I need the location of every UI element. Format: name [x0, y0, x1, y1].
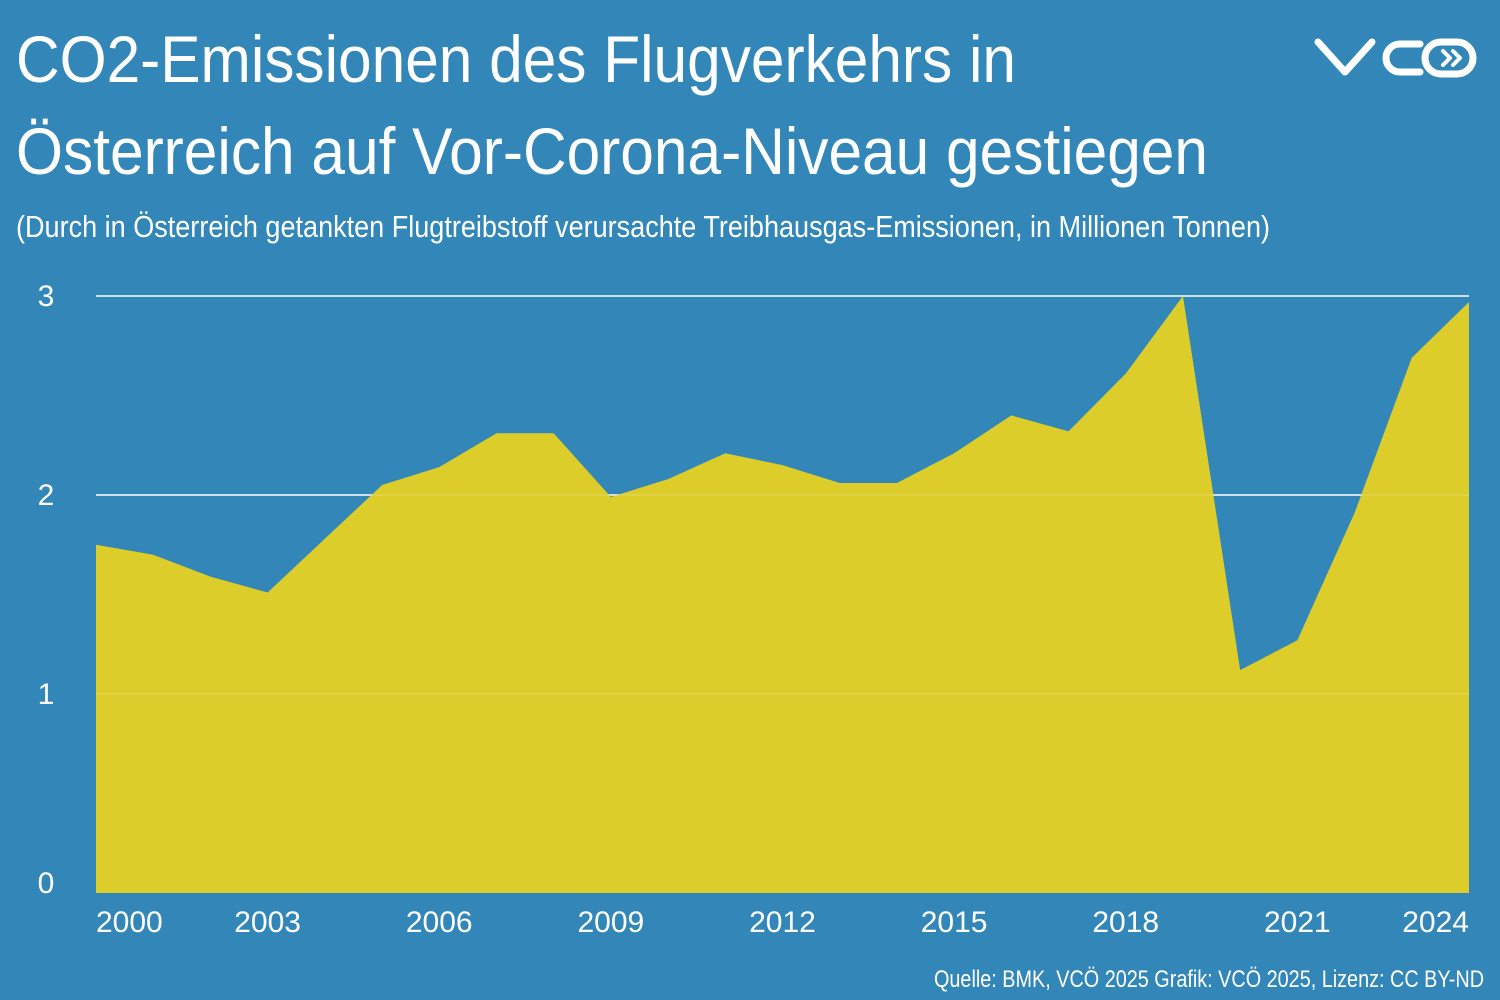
- source: Quelle: BMK, VCÖ 2025 Grafik: VCÖ 2025, …: [934, 966, 1484, 993]
- chart-subtitle: (Durch in Österreich getankten Flugtreib…: [16, 209, 1270, 244]
- y-tick-label: 1: [38, 678, 55, 711]
- logo-c: [1382, 40, 1424, 76]
- logo: [1314, 38, 1477, 78]
- y-tick-label: 0: [38, 867, 55, 900]
- x-tick-label: 2018: [1092, 906, 1159, 939]
- logo-arrows: [1441, 49, 1462, 67]
- area: [96, 296, 1469, 893]
- chart-title: CO2-Emissionen des Flugverkehrs in: [16, 22, 1016, 96]
- x-tick-label: 2009: [578, 906, 645, 939]
- logo-o: [1421, 38, 1477, 78]
- y-tick-label: 2: [38, 479, 55, 512]
- x-tick-label: 2021: [1264, 906, 1331, 939]
- x-tick-label: 2012: [749, 906, 816, 939]
- y-tick-label: 3: [38, 280, 55, 313]
- logo-v: [1314, 38, 1376, 76]
- x-tick-label: 2024: [1402, 906, 1469, 939]
- x-tick-label: 2006: [406, 906, 473, 939]
- chart-title: Österreich auf Vor-Corona-Niveau gestieg…: [16, 114, 1208, 188]
- x-tick-label: 2000: [96, 906, 163, 939]
- x-tick-label: 2003: [234, 906, 301, 939]
- x-tick-label: 2015: [921, 906, 988, 939]
